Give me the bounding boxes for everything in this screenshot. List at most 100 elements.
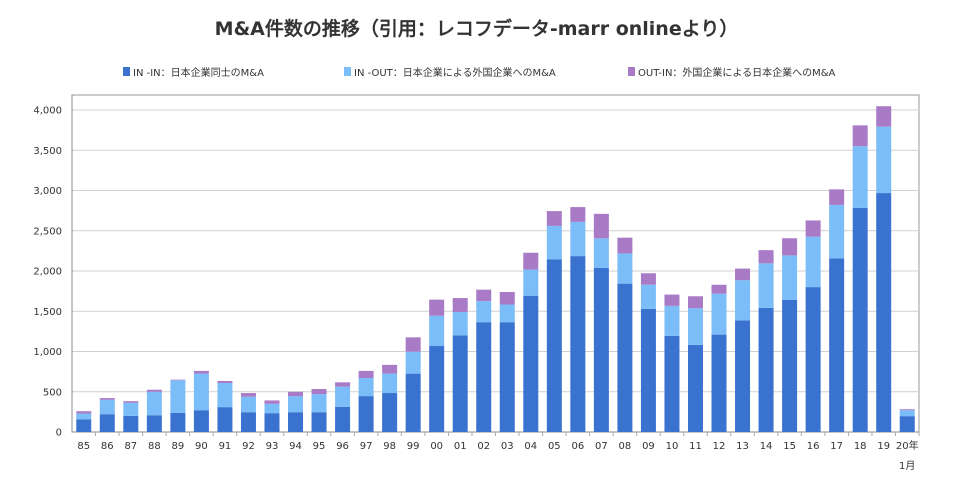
bar-segment-in-out [876,126,892,194]
legend-swatch [123,67,130,76]
bar-segment-in-out [711,293,727,335]
chart-title: M&A件数の推移（引用：レコフデータ-marr onlineより） [214,18,739,40]
x-tick-label: 01 [454,441,467,452]
bar-segment-out-in [876,106,892,127]
x-tick-label: 85 [77,441,90,452]
bar-segment-in-in [76,419,92,432]
x-tick-label: 10 [666,441,679,452]
bar-segment-out-in [640,273,656,285]
y-tick-label: 4,000 [33,106,62,117]
bar-segment-out-in [735,268,751,281]
bar-segment-in-out [782,255,798,300]
bar-segment-in-in [264,413,280,432]
bar-segment-in-in [782,299,798,432]
y-tick-label: 2,500 [33,226,62,237]
bar-segment-in-out [123,402,139,416]
bar-segment-out-in [570,207,586,222]
y-tick-label: 3,500 [33,146,62,157]
bar-segment-out-in [899,409,915,411]
bar-segment-out-in [264,400,280,404]
y-tick-label: 2,000 [33,267,62,278]
x-tick-label: 96 [336,441,349,452]
bar-segment-in-in [240,412,256,432]
x-tick-label: 12 [713,441,726,452]
x-tick-label: 89 [172,441,185,452]
bar-segment-in-in [288,412,304,432]
bar-segment-in-in [758,307,774,432]
bar-segment-in-in [711,334,727,432]
x-tick-label: 03 [501,441,514,452]
bar-segment-out-in [335,382,351,387]
bar-segment-out-in [76,411,92,414]
legend-label: OUT-IN：外国企業による日本企業へのM&A [638,68,836,79]
bar-segment-in-in [523,295,539,432]
bar-segment-in-in [335,406,351,432]
x-tick-label: 13 [736,441,749,452]
bar-segment-out-in [99,398,115,400]
x-tick-label: 99 [407,441,420,452]
bar-segment-in-out [852,146,868,208]
bar-segment-in-out [664,305,680,336]
y-tick-label: 3,000 [33,186,62,197]
bar-segment-in-in [570,256,586,432]
bar-segment-in-out [358,377,374,397]
bar-segment-in-in [123,415,139,432]
bar-segment-out-in [523,252,539,270]
bar-segment-in-out [311,394,327,413]
bar-segment-out-in [405,337,421,352]
bar-segment-out-in [146,389,162,392]
x-tick-label: 88 [148,441,161,452]
bar-segment-in-out [805,236,821,288]
x-tick-label: 05 [548,441,561,452]
bar-segment-out-in [240,393,256,397]
bar-segment-in-out [735,280,751,321]
bar-segment-in-in [829,258,845,432]
x-tick-label: 98 [383,441,396,452]
bar-segment-in-in [405,373,421,432]
y-tick-label: 500 [43,387,62,398]
x-tick-label: 18 [854,441,867,452]
x-tick-label: 08 [619,441,632,452]
bar-segment-in-in [499,322,515,432]
bar-segment-out-in [382,364,398,374]
x-tick-label: 14 [760,441,773,452]
x-tick-label: 19 [877,441,890,452]
bar-segment-in-in [146,415,162,432]
bar-segment-in-in [476,322,492,432]
bar-segment-out-in [358,370,374,378]
y-tick-label: 0 [56,428,62,439]
y-tick-label: 1,000 [33,347,62,358]
bar-segment-in-in [617,283,633,432]
bar-segment-out-in [193,370,209,374]
x-tick-label: 94 [289,441,302,452]
x-tick-label: 1月 [899,460,915,472]
bar-segment-in-out [405,351,421,374]
x-tick-label: 09 [642,441,655,452]
bar-segment-in-out [170,380,186,413]
x-tick-label: 95 [313,441,326,452]
bar-segment-in-in [382,393,398,432]
bar-segment-out-in [805,220,821,237]
x-tick-label: 20年 [896,439,919,452]
bar-segment-in-out [146,391,162,416]
bar-segment-out-in [288,391,304,397]
x-tick-label: 06 [571,441,584,452]
y-tick-label: 1,500 [33,307,62,318]
bar-segment-in-in [170,412,186,432]
legend-swatch [628,67,635,76]
x-tick-label: 04 [524,441,537,452]
bar-segment-in-out [899,410,915,417]
bar-segment-in-out [570,221,586,257]
bar-segment-out-in [476,289,492,302]
bar-segment-in-in [452,335,468,432]
bar-segment-in-in [876,193,892,432]
bar-segment-in-in [217,407,233,432]
bar-segment-in-out [193,373,209,411]
bar-segment-in-in [546,259,562,432]
bar-segment-in-out [523,269,539,296]
bar-segment-in-in [805,287,821,432]
bar-segment-in-in [852,207,868,432]
bar-segment-out-in [782,238,798,256]
bar-segment-out-in [687,296,703,309]
